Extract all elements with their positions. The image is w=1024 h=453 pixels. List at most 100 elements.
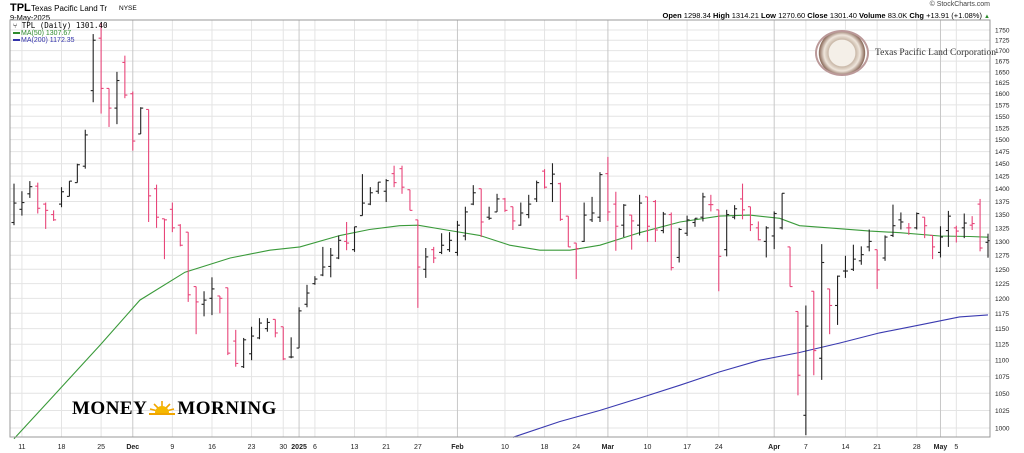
x-tick-label: 17 xyxy=(683,444,691,451)
moving-averages xyxy=(13,214,989,440)
ohlc-bar xyxy=(146,108,152,222)
ohlc-bar xyxy=(644,196,650,242)
ohlc-bar xyxy=(961,213,967,239)
chg-value: +13.91 (+1.08%) xyxy=(926,11,982,20)
volume-label: Volume xyxy=(859,11,886,20)
ohlc-bar xyxy=(945,210,951,247)
ohlc-bar xyxy=(898,212,904,230)
ohlc-bar xyxy=(724,209,730,257)
x-tick-label: 21 xyxy=(873,444,881,451)
ohlc-bars xyxy=(11,23,991,436)
ohlc-bar xyxy=(779,192,785,230)
ohlc-bar xyxy=(613,191,619,251)
ohlc-bar xyxy=(930,234,936,260)
ma50-swatch xyxy=(13,32,20,35)
y-tick-label: 1325 xyxy=(995,225,1010,232)
y-tick-label: 1475 xyxy=(995,149,1010,156)
y-tick-label: 1275 xyxy=(995,253,1010,260)
ohlc-bar xyxy=(272,318,278,338)
ohlc-bar xyxy=(676,227,682,263)
y-tick-label: 1700 xyxy=(995,48,1010,55)
ohlc-bar xyxy=(154,184,160,228)
open-label: Open xyxy=(662,11,682,20)
y-tick-label: 1575 xyxy=(995,102,1010,109)
ohlc-bar xyxy=(629,214,635,250)
ohlc-bar xyxy=(953,225,959,243)
logo-money: MONEY xyxy=(72,398,148,419)
ohlc-bar xyxy=(470,185,476,206)
ohlc-bar xyxy=(740,183,746,220)
y-tick-label: 1300 xyxy=(995,239,1010,246)
company-seal-icon xyxy=(815,30,869,76)
ohlc-bar xyxy=(771,211,777,250)
ohlc-bar xyxy=(256,318,262,340)
ma50-line xyxy=(13,214,989,440)
chg-label: Chg xyxy=(909,11,924,20)
copyright: © StockCharts.com xyxy=(929,1,990,8)
ohlc-bar xyxy=(288,337,294,359)
ohlc-bar xyxy=(217,295,223,314)
ohlc-bar xyxy=(138,107,144,135)
ohlc-bar xyxy=(43,202,49,229)
ohlc-bar xyxy=(336,235,342,260)
ohlc-bar xyxy=(494,193,500,213)
ohlc-bar xyxy=(660,211,666,234)
y-tick-label: 1750 xyxy=(995,28,1010,35)
ohlc-bar xyxy=(98,23,104,114)
ohlc-bar xyxy=(328,248,334,278)
ohlc-bar xyxy=(803,305,809,436)
y-tick-label: 1625 xyxy=(995,80,1010,87)
logo-morning: MORNING xyxy=(177,398,277,419)
grid xyxy=(10,20,990,437)
high-value: 1314.21 xyxy=(731,11,759,20)
ohlc-bar xyxy=(169,202,175,233)
company-logo-text: Texas Pacific Land Corporation xyxy=(875,48,996,58)
exchange: NYSE xyxy=(119,5,137,12)
ohlc-bar xyxy=(597,172,603,222)
ohlc-bar xyxy=(90,34,96,103)
x-tick-label: 6 xyxy=(313,444,317,451)
legend-ma200: MA(200) 1172.35 xyxy=(13,37,75,44)
ohlc-bar xyxy=(82,129,88,169)
ohlc-bar xyxy=(304,284,310,308)
ohlc-bar xyxy=(185,231,191,302)
x-tick-label: 18 xyxy=(58,444,66,451)
ohlc-bar xyxy=(565,215,571,248)
ohlc-bar xyxy=(209,277,215,316)
y-tick-label: 1025 xyxy=(995,408,1010,415)
x-tick-label: 23 xyxy=(248,444,256,451)
ohlc-bar xyxy=(542,169,548,189)
up-arrow-icon: ▲ xyxy=(984,14,990,20)
y-tick-label: 1000 xyxy=(995,426,1010,433)
ohlc-bar xyxy=(27,181,33,198)
ohlc-bar xyxy=(130,91,136,151)
ohlc-bar xyxy=(264,318,270,332)
ohlc-bar xyxy=(114,71,120,125)
ohlc-bar xyxy=(359,174,365,217)
x-tick-label: 30 xyxy=(279,444,287,451)
ohlc-bar xyxy=(161,218,167,260)
x-tick-label: Apr xyxy=(768,444,780,451)
ohlc-bar xyxy=(122,55,128,99)
ohlc-bar xyxy=(850,244,856,272)
y-tick-label: 1225 xyxy=(995,281,1010,288)
ohlc-bar xyxy=(66,180,72,197)
legend-price-text: TPL (Daily) 1301.40 xyxy=(21,21,108,30)
x-tick-label: 14 xyxy=(842,444,850,451)
x-tick-label: 27 xyxy=(414,444,422,451)
ohlc-bar xyxy=(106,87,112,127)
ohlc-bar xyxy=(692,217,698,227)
ohlc-bar xyxy=(787,246,793,288)
bar-chart-icon: ⑂ xyxy=(13,22,18,30)
y-tick-label: 1350 xyxy=(995,212,1010,219)
x-tick-label: 13 xyxy=(351,444,359,451)
ohlc-bar xyxy=(937,226,943,258)
x-tick-label: Dec xyxy=(126,444,139,451)
ohlc-bar xyxy=(668,212,674,271)
ohlc-bar xyxy=(296,307,302,349)
ohlc-bar xyxy=(502,197,508,212)
ohlc-bar xyxy=(201,291,207,317)
ohlc-bar xyxy=(549,163,555,203)
x-tick-label: 9 xyxy=(170,444,174,451)
